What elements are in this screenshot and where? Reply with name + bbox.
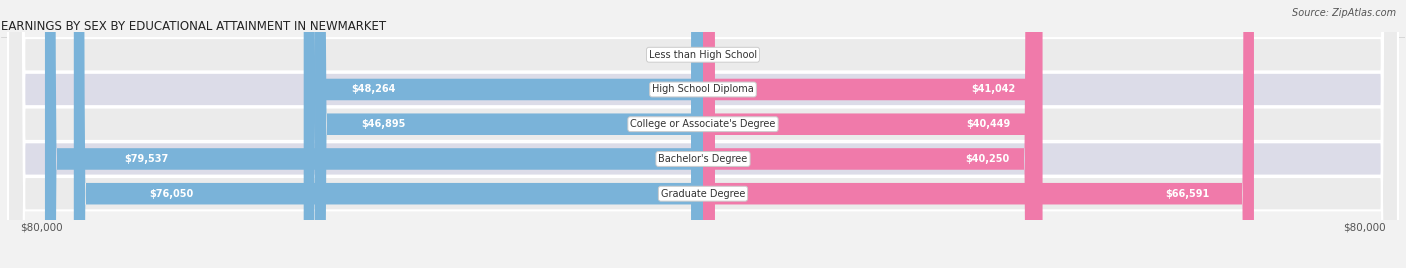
Text: EARNINGS BY SEX BY EDUCATIONAL ATTAINMENT IN NEWMARKET: EARNINGS BY SEX BY EDUCATIONAL ATTAINMEN… — [1, 20, 387, 33]
FancyBboxPatch shape — [8, 0, 1398, 268]
Text: $46,895: $46,895 — [361, 119, 406, 129]
FancyBboxPatch shape — [703, 0, 714, 268]
Text: $0: $0 — [721, 50, 734, 60]
FancyBboxPatch shape — [73, 0, 703, 268]
FancyBboxPatch shape — [703, 0, 1043, 268]
FancyBboxPatch shape — [8, 0, 1398, 268]
FancyBboxPatch shape — [703, 0, 1038, 268]
Text: $0: $0 — [672, 50, 685, 60]
FancyBboxPatch shape — [692, 0, 703, 268]
FancyBboxPatch shape — [703, 0, 1036, 268]
Text: $40,449: $40,449 — [967, 119, 1011, 129]
FancyBboxPatch shape — [8, 0, 1398, 268]
Text: Less than High School: Less than High School — [650, 50, 756, 60]
Text: $40,250: $40,250 — [965, 154, 1010, 164]
Text: Graduate Degree: Graduate Degree — [661, 189, 745, 199]
Text: Source: ZipAtlas.com: Source: ZipAtlas.com — [1292, 8, 1396, 18]
FancyBboxPatch shape — [8, 0, 1398, 268]
FancyBboxPatch shape — [304, 0, 703, 268]
Text: College or Associate's Degree: College or Associate's Degree — [630, 119, 776, 129]
Text: $66,591: $66,591 — [1166, 189, 1211, 199]
Text: $41,042: $41,042 — [972, 84, 1015, 95]
FancyBboxPatch shape — [45, 0, 703, 268]
Text: High School Diploma: High School Diploma — [652, 84, 754, 95]
FancyBboxPatch shape — [8, 0, 1398, 268]
FancyBboxPatch shape — [315, 0, 703, 268]
Text: Bachelor's Degree: Bachelor's Degree — [658, 154, 748, 164]
Text: $48,264: $48,264 — [352, 84, 396, 95]
Text: $76,050: $76,050 — [149, 189, 194, 199]
FancyBboxPatch shape — [703, 0, 1254, 268]
Text: $79,537: $79,537 — [124, 154, 169, 164]
